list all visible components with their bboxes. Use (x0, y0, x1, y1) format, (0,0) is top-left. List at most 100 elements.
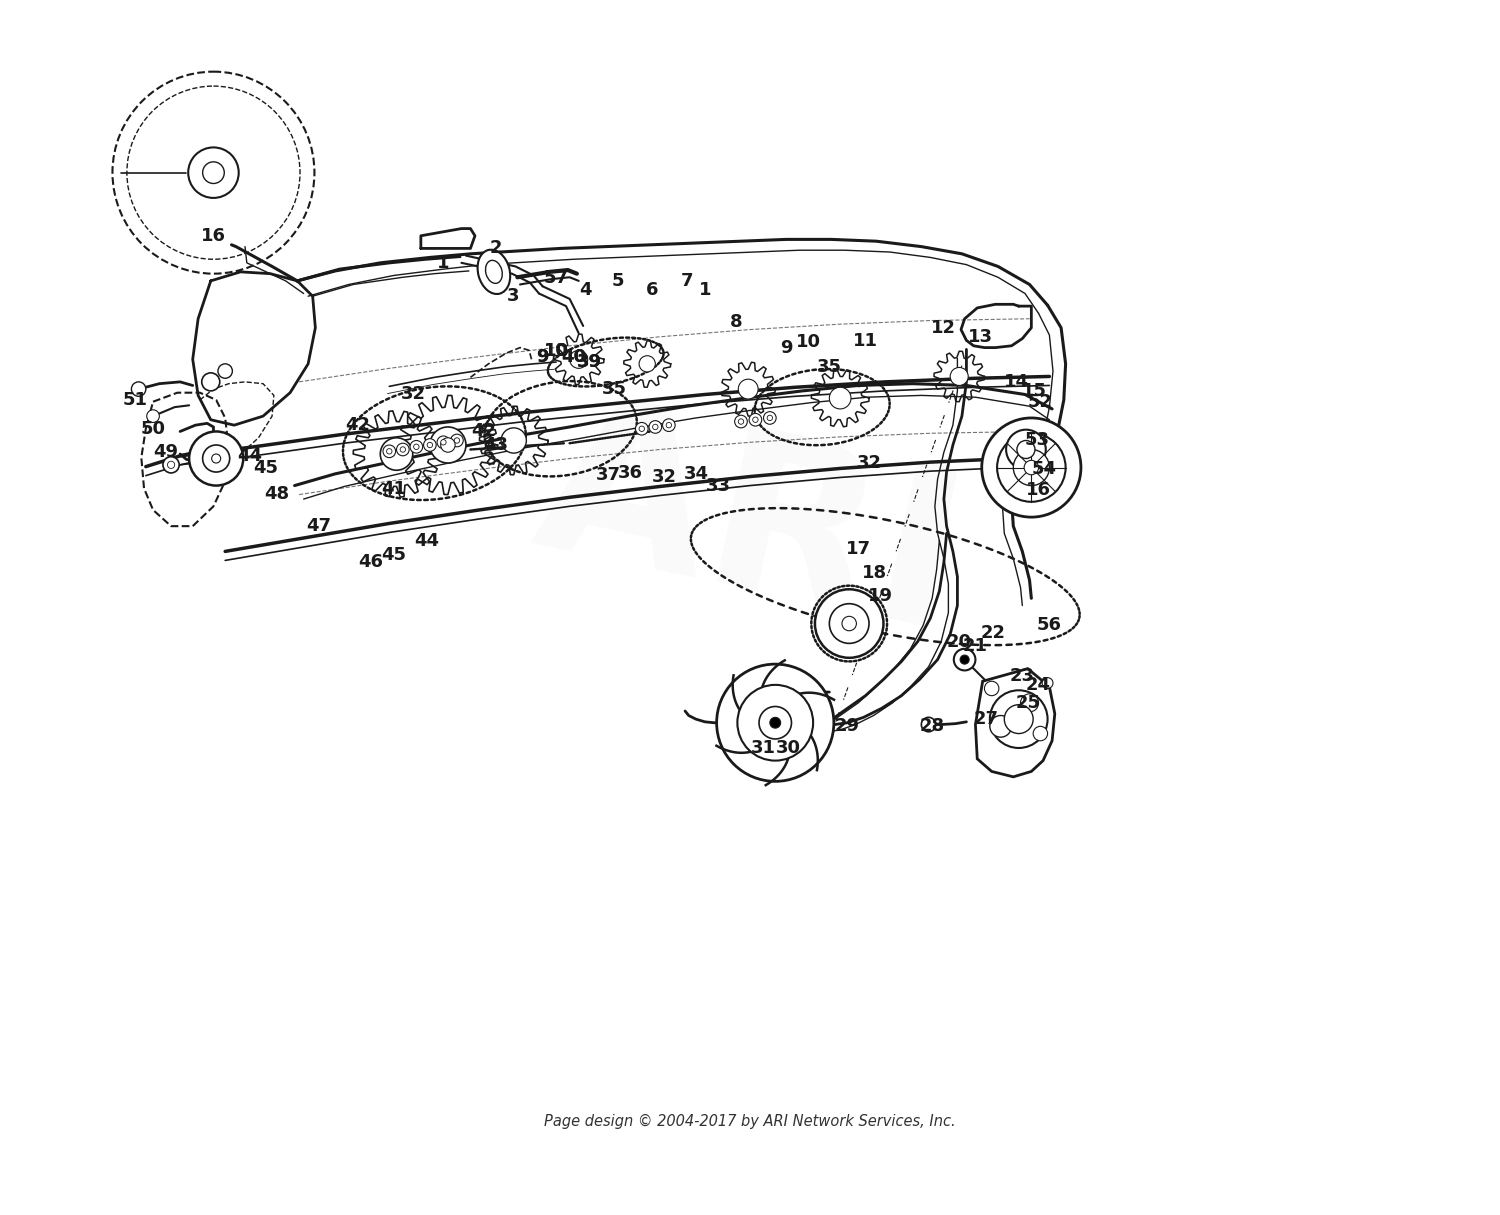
Circle shape (998, 434, 1065, 502)
Circle shape (201, 373, 220, 391)
Text: 19: 19 (868, 588, 894, 605)
Text: 9: 9 (780, 339, 792, 357)
Text: 2: 2 (489, 239, 502, 258)
Polygon shape (975, 668, 1054, 776)
Text: 5: 5 (612, 272, 624, 290)
Circle shape (168, 462, 174, 469)
Circle shape (759, 706, 792, 739)
Text: 20: 20 (946, 633, 972, 650)
Text: ARI: ARI (519, 378, 981, 676)
Text: 27: 27 (974, 710, 999, 728)
Circle shape (717, 665, 834, 781)
Text: 39: 39 (578, 354, 602, 371)
Text: 10: 10 (543, 343, 568, 360)
Circle shape (217, 363, 232, 378)
Text: 51: 51 (123, 391, 147, 409)
Text: 42: 42 (345, 417, 370, 434)
Circle shape (663, 419, 675, 431)
Text: 32: 32 (400, 385, 426, 402)
Text: 35: 35 (818, 358, 842, 377)
Text: 41: 41 (381, 480, 406, 498)
Circle shape (764, 412, 776, 424)
Text: 53: 53 (1024, 431, 1050, 450)
Text: 49: 49 (153, 443, 178, 462)
Circle shape (982, 418, 1082, 518)
Circle shape (1014, 450, 1050, 486)
Circle shape (188, 147, 238, 198)
Circle shape (454, 437, 459, 443)
Text: 42: 42 (471, 422, 496, 440)
Circle shape (1024, 460, 1038, 475)
Text: 17: 17 (846, 539, 870, 558)
Circle shape (147, 409, 159, 423)
Text: Page design © 2004-2017 by ARI Network Services, Inc.: Page design © 2004-2017 by ARI Network S… (544, 1114, 956, 1129)
Circle shape (766, 416, 772, 420)
Text: 11: 11 (853, 332, 877, 350)
Circle shape (842, 616, 856, 631)
Text: 44: 44 (414, 532, 440, 549)
Text: 8: 8 (730, 313, 742, 332)
Text: 40: 40 (561, 347, 586, 366)
Text: 24: 24 (1026, 676, 1051, 694)
Circle shape (748, 413, 762, 426)
Text: 54: 54 (1032, 460, 1056, 479)
Circle shape (570, 350, 588, 368)
Circle shape (450, 434, 464, 447)
Text: 22: 22 (981, 623, 1006, 642)
Circle shape (921, 717, 936, 731)
Circle shape (950, 367, 968, 385)
Text: 50: 50 (141, 419, 165, 437)
Circle shape (652, 424, 658, 430)
Circle shape (735, 416, 747, 428)
Circle shape (400, 447, 405, 452)
Circle shape (1034, 727, 1047, 741)
Text: 34: 34 (684, 465, 708, 482)
Text: 16: 16 (1026, 481, 1051, 499)
Text: 35: 35 (602, 380, 627, 399)
Text: 9: 9 (537, 347, 549, 366)
Circle shape (830, 388, 850, 409)
Text: 45: 45 (381, 546, 406, 564)
Circle shape (410, 441, 423, 453)
Text: 10: 10 (796, 333, 820, 351)
Text: 31: 31 (752, 739, 776, 757)
Circle shape (164, 457, 178, 473)
Text: 45: 45 (254, 459, 279, 477)
Circle shape (202, 445, 229, 473)
Circle shape (202, 162, 225, 183)
Circle shape (738, 379, 758, 399)
Circle shape (960, 655, 969, 665)
Circle shape (427, 442, 432, 447)
Circle shape (211, 454, 220, 463)
Circle shape (1042, 678, 1053, 689)
Circle shape (639, 356, 656, 372)
Circle shape (441, 437, 454, 452)
Text: 13: 13 (968, 328, 993, 346)
Text: 32: 32 (652, 468, 676, 486)
Text: 56: 56 (1036, 616, 1062, 634)
Circle shape (650, 420, 662, 434)
Circle shape (382, 445, 396, 458)
Circle shape (423, 439, 436, 451)
Circle shape (984, 682, 999, 696)
Circle shape (501, 428, 526, 453)
Text: 10: 10 (543, 343, 568, 360)
Text: 39: 39 (578, 354, 602, 371)
Circle shape (189, 431, 243, 486)
Circle shape (770, 717, 780, 728)
Text: 44: 44 (237, 447, 262, 465)
Text: 40: 40 (561, 347, 586, 366)
Ellipse shape (486, 260, 502, 283)
Text: 12: 12 (932, 318, 957, 337)
Text: 37: 37 (596, 465, 621, 484)
Circle shape (387, 448, 392, 454)
Text: 48: 48 (264, 485, 290, 503)
Circle shape (1005, 705, 1034, 734)
Circle shape (381, 437, 412, 470)
Text: 6: 6 (645, 281, 658, 299)
Circle shape (436, 436, 450, 448)
Text: 1: 1 (699, 281, 711, 299)
Circle shape (1020, 694, 1038, 712)
Text: 14: 14 (1004, 373, 1029, 391)
Text: 46: 46 (358, 553, 382, 571)
